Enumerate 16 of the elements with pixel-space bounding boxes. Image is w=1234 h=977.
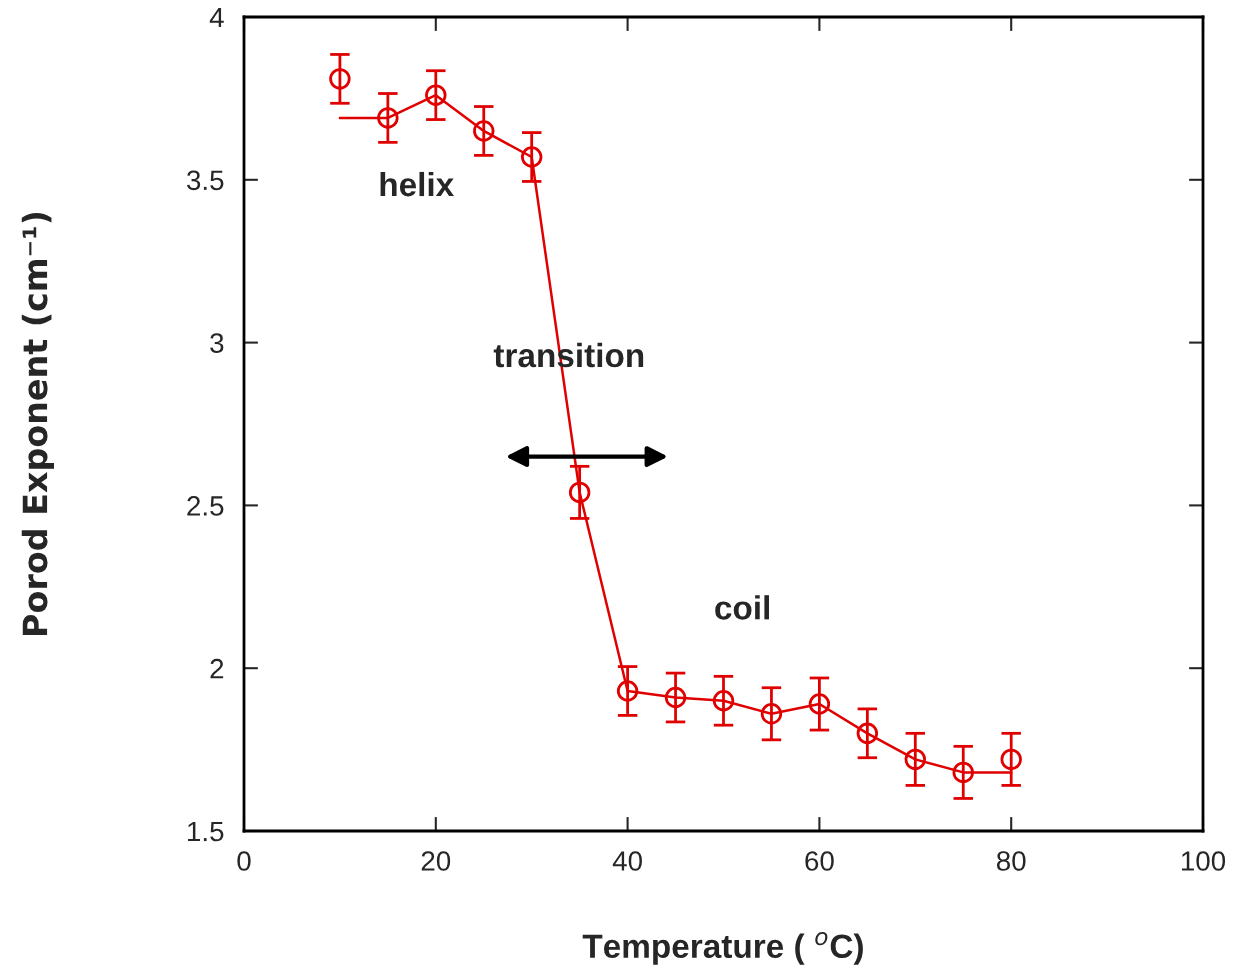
- y-tick-label: 3.5: [187, 170, 224, 191]
- x-tick-label: 60: [805, 851, 834, 871]
- annotation: helix: [380, 171, 454, 197]
- annotation: coil: [715, 595, 769, 620]
- x-tick-label: 0: [237, 851, 251, 871]
- x-tick-label: 40: [612, 851, 642, 871]
- y-axis-title: Porod Exponent (cm⁻¹): [21, 212, 54, 635]
- y-tick-label: 4: [209, 7, 224, 28]
- y-tick-label: 3: [210, 333, 224, 353]
- x-tick-label: 80: [996, 851, 1026, 871]
- y-tick-label: 2.5: [187, 496, 224, 516]
- y-tick-label: 1.5: [188, 821, 224, 842]
- x-tick-label: 100: [1181, 851, 1226, 871]
- x-tick-label: 20: [421, 851, 451, 871]
- x-axis-title: Temperature ( $^{o}$C): [582, 931, 863, 965]
- y-tick-label: 2: [210, 658, 224, 679]
